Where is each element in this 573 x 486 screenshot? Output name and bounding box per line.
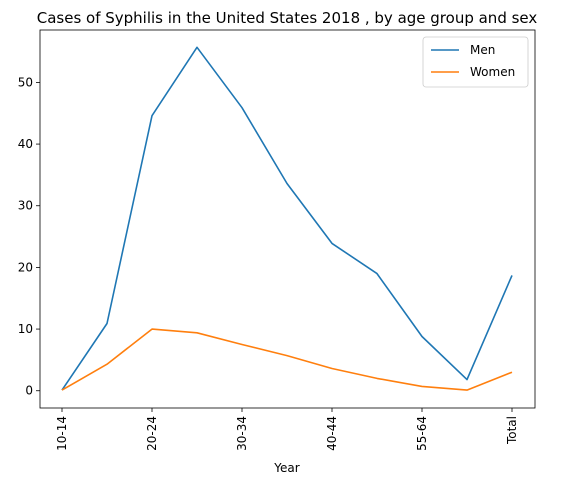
x-axis-title: Year [273,461,299,475]
series-line-men [61,46,513,391]
series-lines [61,46,513,391]
legend: Men Women [422,36,529,88]
x-tick-label: 55-64 [415,416,429,451]
legend-label-men: Men [470,43,495,57]
x-tick-label: 10-14 [55,416,69,451]
series-line-women [61,328,513,391]
y-axis: 0 10 20 30 40 50 [18,75,40,398]
x-tick-label: 40-44 [325,416,339,451]
x-tick-label: Total [505,416,519,445]
y-tick-label: 20 [18,260,33,274]
y-tick-label: 30 [18,199,33,213]
x-tick-label: 20-24 [145,416,159,451]
y-tick-label: 10 [18,322,33,336]
legend-label-women: Women [470,65,515,79]
y-tick-label: 40 [18,137,33,151]
chart-title: Cases of Syphilis in the United States 2… [37,9,538,27]
plot-frame [39,29,536,409]
y-tick-label: 0 [25,384,33,398]
y-tick-label: 50 [18,75,33,89]
x-tick-label: 30-34 [235,416,249,451]
x-axis: 10-14 20-24 30-34 40-44 55-64 Total [55,408,519,451]
